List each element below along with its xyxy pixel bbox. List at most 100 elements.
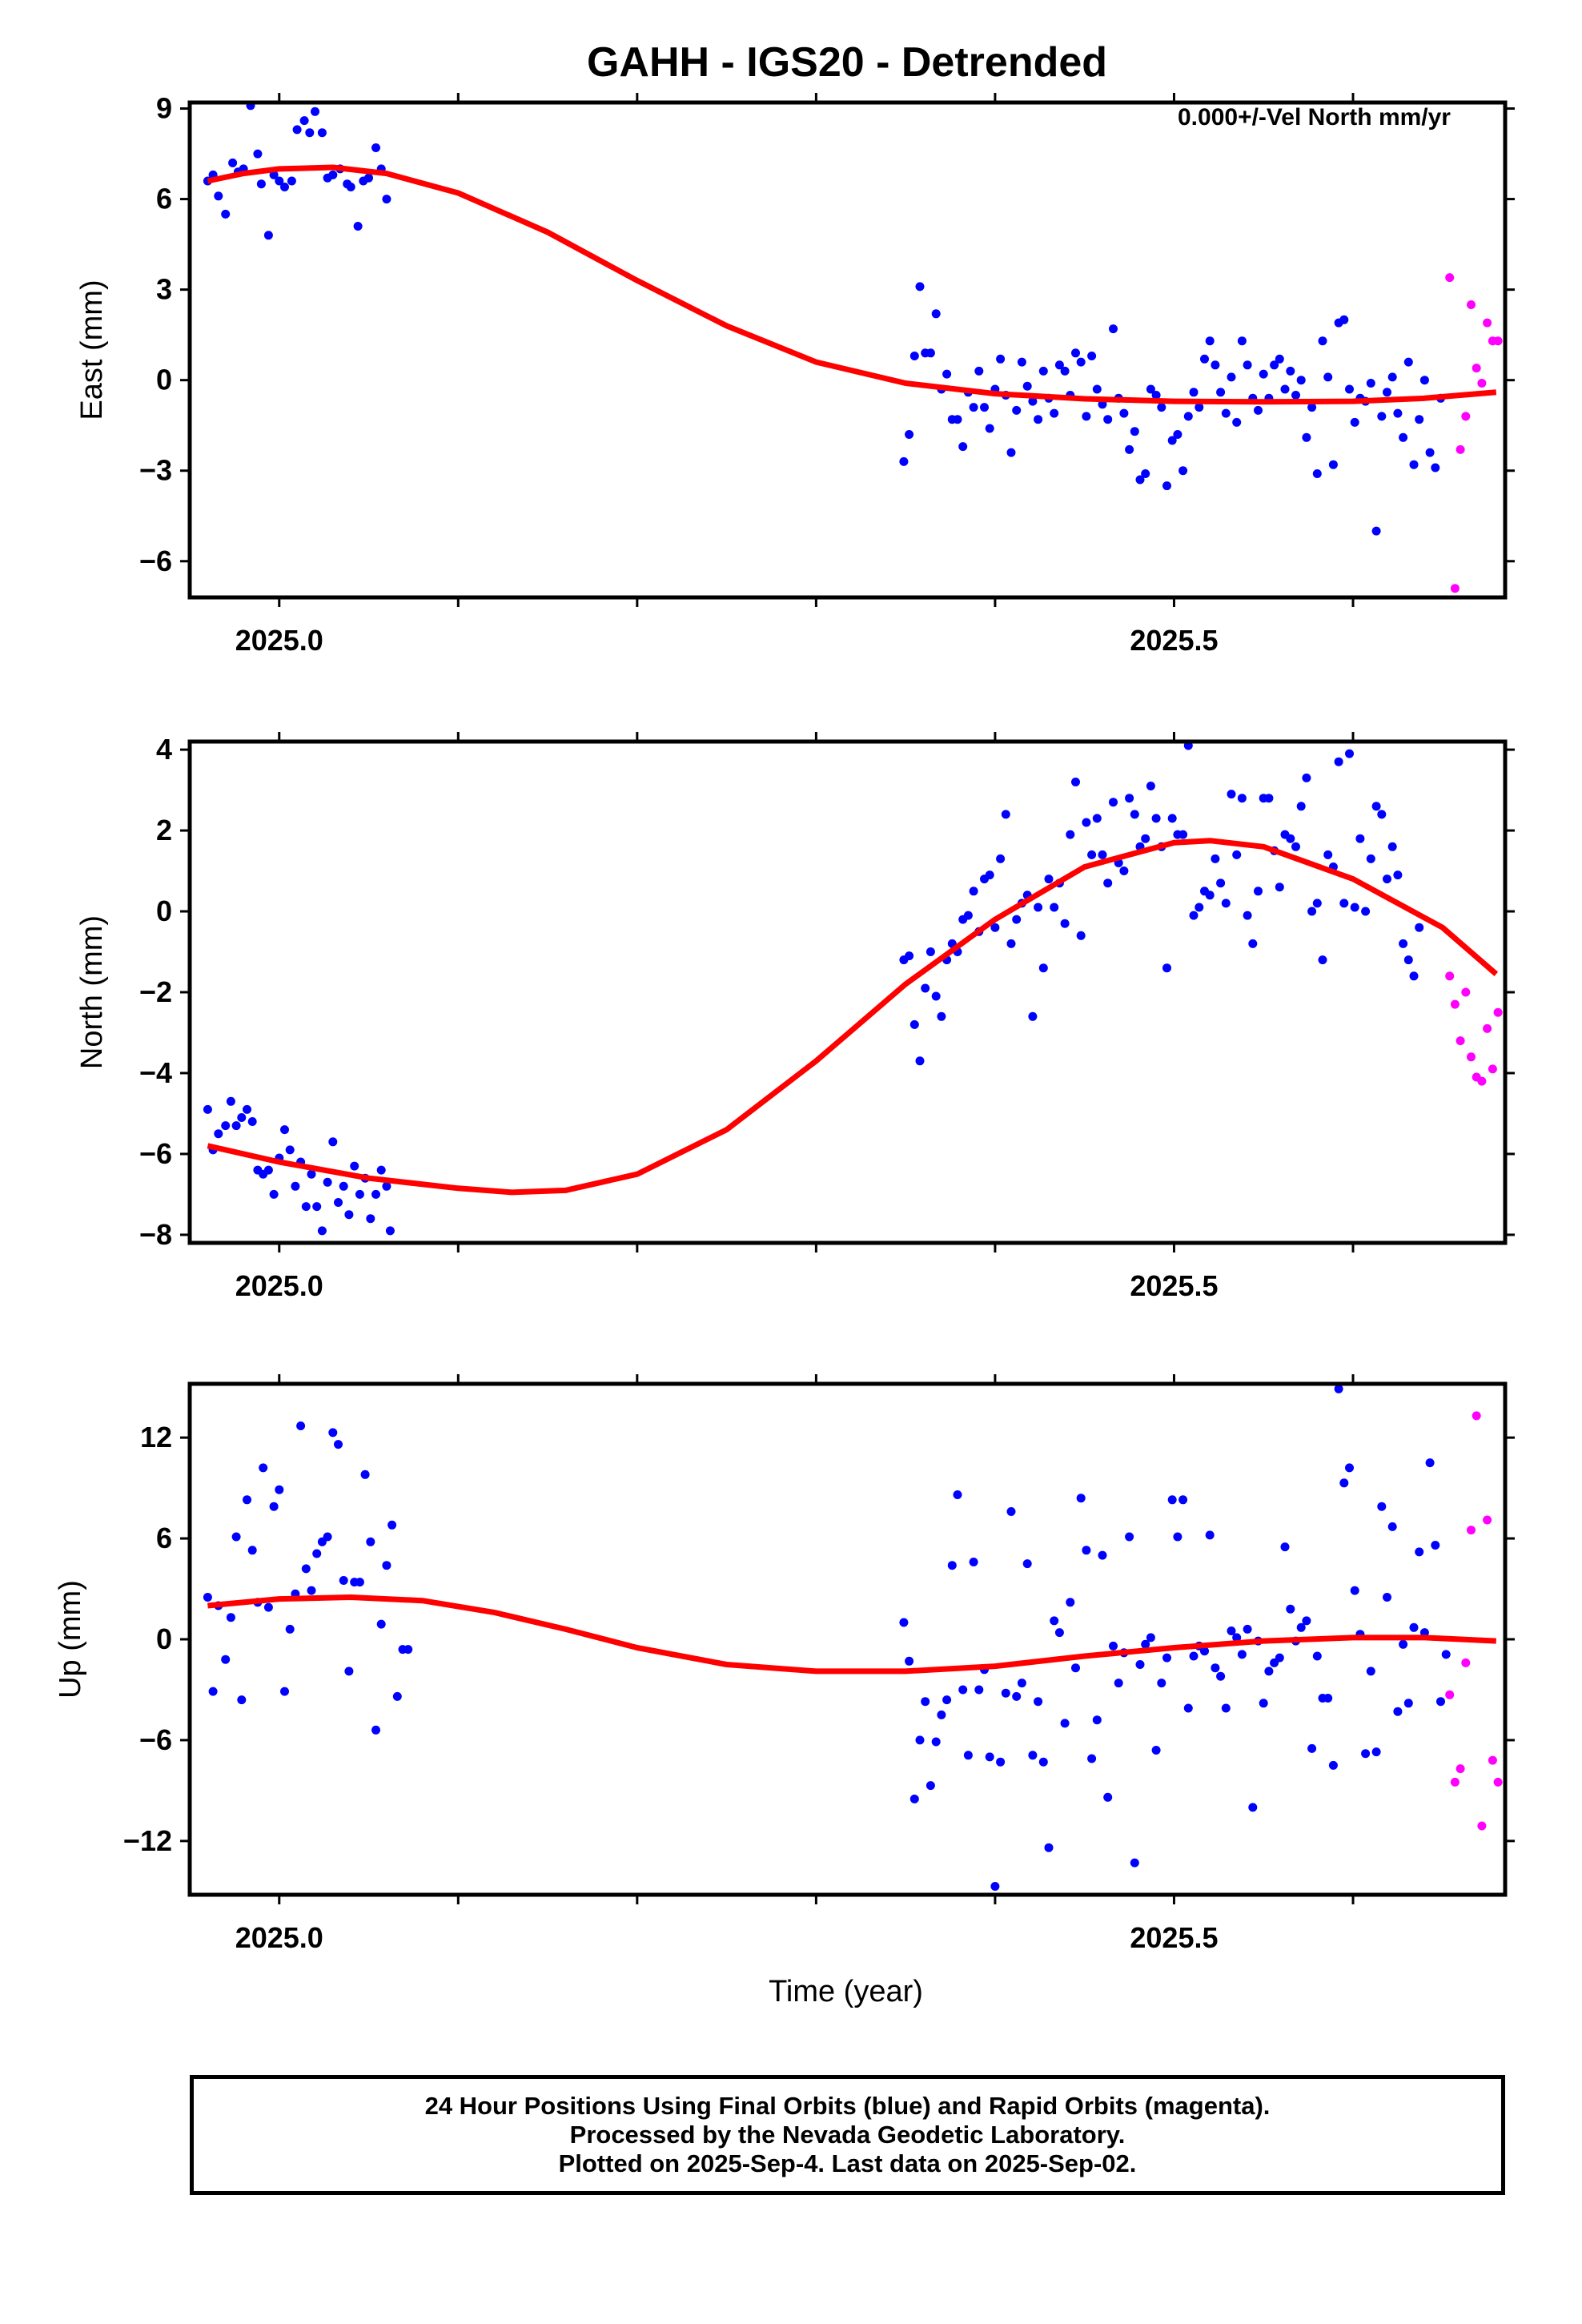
north-final-point — [1178, 830, 1188, 839]
east-final-point — [1425, 448, 1435, 457]
up-xlabel: Time (year) — [769, 1975, 923, 2008]
east-final-point — [909, 352, 919, 360]
east-final-point — [996, 354, 1006, 364]
north-final-point — [366, 1214, 375, 1224]
north-final-point — [1275, 883, 1284, 892]
north-rapid-point — [1483, 1023, 1492, 1033]
north-final-point — [344, 1210, 354, 1220]
east-final-point — [1419, 376, 1429, 385]
north-final-point — [1302, 773, 1311, 782]
up-final-point — [323, 1532, 332, 1542]
north-final-point — [1044, 875, 1054, 884]
north-final-point — [1339, 899, 1349, 908]
up-final-point — [1296, 1622, 1306, 1632]
north-final-point — [1189, 911, 1199, 920]
north-final-point — [1006, 939, 1016, 948]
up-final-point — [1012, 1691, 1022, 1701]
up-final-point — [1339, 1478, 1349, 1488]
east-rapid-point — [1472, 364, 1481, 373]
north-final-point — [285, 1145, 295, 1155]
east-final-point — [1312, 469, 1322, 478]
up-final-point — [1334, 1384, 1343, 1393]
north-final-point — [1205, 891, 1215, 900]
east-final-point — [1146, 384, 1155, 394]
east-final-point — [958, 442, 968, 452]
north-panel: 4 2 0 −2 −4 −6 −8 2025.0 2025.5 North (mm) — [75, 732, 1515, 1302]
east-rapid-point — [1461, 412, 1471, 421]
up-ytick-label: −12 — [123, 1824, 172, 1857]
up-ytick-label: 0 — [156, 1622, 172, 1655]
north-final-point — [1028, 1011, 1038, 1021]
up-final-point — [1098, 1550, 1107, 1560]
north-final-point — [1141, 834, 1150, 843]
up-model-curve — [207, 1594, 1496, 1675]
east-final-point — [1135, 475, 1145, 485]
east-final-point — [1227, 372, 1236, 382]
east-final-point — [371, 143, 380, 152]
east-final-point — [1350, 417, 1359, 427]
north-final-point — [1264, 794, 1274, 803]
up-final-point — [339, 1576, 348, 1585]
east-final-point — [1162, 481, 1171, 491]
east-final-point — [1157, 403, 1166, 412]
footer-line-1: 24 Hour Positions Using Final Orbits (bl… — [424, 2092, 1271, 2120]
east-rapid-point — [1445, 273, 1455, 283]
east-final-point — [980, 403, 989, 412]
up-final-point — [969, 1558, 978, 1566]
up-final-point — [360, 1470, 370, 1479]
east-final-point — [1377, 412, 1387, 421]
north-final-point — [1350, 903, 1359, 912]
east-final-point — [1216, 388, 1226, 397]
up-final-point — [1415, 1547, 1424, 1557]
north-final-point — [1286, 834, 1295, 843]
north-final-point — [1130, 810, 1139, 819]
north-final-point — [1211, 854, 1220, 863]
north-final-point — [1001, 810, 1010, 819]
up-panel: 12 6 0 −6 −12 2025.0 2025.5 Up (mm) Time (year) — [54, 1374, 1515, 2008]
up-rapid-point — [1445, 1690, 1455, 1699]
up-final-point — [1307, 1743, 1317, 1753]
up-final-point — [1082, 1546, 1091, 1555]
north-final-point — [1323, 850, 1333, 859]
north-final-point — [269, 1189, 279, 1199]
north-final-point — [312, 1202, 322, 1212]
up-final-point — [958, 1685, 968, 1695]
north-final-point — [1151, 814, 1161, 823]
up-final-point — [231, 1532, 241, 1542]
north-final-point — [1162, 963, 1171, 973]
east-final-point — [1082, 412, 1091, 421]
north-final-point — [963, 911, 973, 920]
north-final-point — [1312, 899, 1322, 908]
up-final-point — [1151, 1746, 1161, 1755]
north-final-point — [237, 1113, 247, 1122]
north-xtick-label: 2025.0 — [235, 1269, 323, 1302]
east-final-point — [214, 191, 223, 201]
up-final-point — [259, 1463, 268, 1473]
up-final-point — [1076, 1494, 1086, 1503]
north-ytick-label: 0 — [156, 895, 172, 927]
up-final-point — [404, 1645, 413, 1655]
north-final-point — [1334, 757, 1343, 766]
east-final-point — [1017, 357, 1026, 367]
east-final-point — [1205, 336, 1215, 346]
up-final-point — [1060, 1719, 1070, 1728]
north-final-point — [1399, 939, 1408, 948]
up-final-point — [915, 1735, 925, 1745]
north-rapid-point — [1493, 1007, 1503, 1017]
east-rapid-point — [1477, 379, 1487, 388]
north-final-point — [1403, 955, 1413, 965]
up-final-point — [1157, 1679, 1166, 1688]
north-final-point — [1248, 939, 1258, 948]
east-final-point — [1431, 463, 1440, 472]
north-ytick-label: −4 — [139, 1056, 172, 1089]
north-final-point — [214, 1129, 223, 1139]
north-final-point — [263, 1165, 273, 1175]
up-final-point — [1022, 1559, 1032, 1569]
north-final-point — [226, 1096, 235, 1106]
east-final-point — [969, 403, 978, 412]
up-final-point — [371, 1725, 380, 1735]
north-final-point — [969, 887, 978, 896]
north-final-point — [1060, 919, 1070, 928]
north-final-point — [990, 923, 1000, 932]
east-final-point — [382, 195, 391, 204]
